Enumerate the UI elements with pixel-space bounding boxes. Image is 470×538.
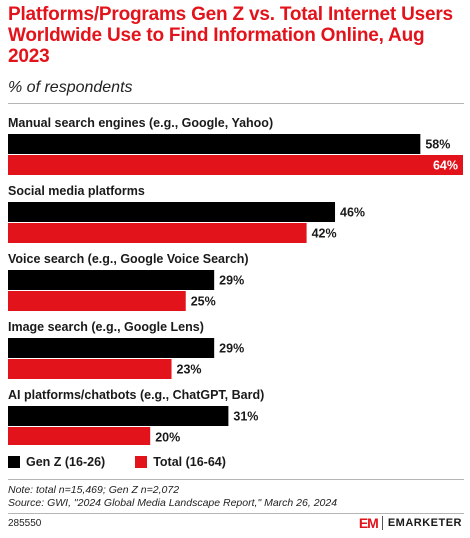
legend-item-total: Total (16-64): [135, 455, 226, 469]
category-label-cat-2: Social media platforms: [8, 184, 145, 198]
category-label-cat-1: Manual search engines (e.g., Google, Yah…: [8, 116, 273, 130]
legend-label-gen-z: Gen Z (16-26): [26, 455, 106, 469]
brand-mark-icon: EM: [358, 515, 379, 531]
footnote: Note: total n=15,469; Gen Z n=2,072 Sour…: [8, 484, 337, 510]
chart-title: Platforms/Programs Gen Z vs. Total Inter…: [8, 4, 453, 67]
value-label-gen-z-cat-2: 46%: [340, 206, 365, 220]
value-label-total-cat-1: 64%: [433, 159, 458, 173]
bar-gen-z-cat-4: [8, 338, 215, 358]
value-label-gen-z-cat-4: 29%: [219, 342, 244, 356]
value-label-gen-z-cat-5: 31%: [233, 410, 258, 424]
bar-total-cat-2: [8, 223, 307, 243]
bar-gen-z-cat-5: [8, 406, 229, 426]
bar-total-cat-1: [8, 155, 463, 175]
brand-logo: EM EMARKETER: [359, 515, 462, 531]
category-label-cat-5: AI platforms/chatbots (e.g., ChatGPT, Ba…: [8, 388, 264, 402]
legend-swatch-total: [135, 456, 148, 468]
legend-swatch-gen-z: [8, 456, 20, 468]
bar-total-cat-5: [8, 427, 151, 445]
value-label-total-cat-2: 42%: [312, 227, 337, 241]
note-text: Note: total n=15,469; Gen Z n=2,072: [8, 484, 180, 496]
bottom-divider: [8, 479, 464, 480]
legend-item-gen-z: Gen Z (16-26): [8, 455, 105, 469]
brand-name: EMARKETER: [387, 517, 462, 529]
bar-total-cat-3: [8, 291, 186, 311]
value-label-gen-z-cat-3: 29%: [219, 274, 244, 288]
chart-subtitle: % of respondents: [8, 79, 133, 96]
value-label-gen-z-cat-1: 58%: [425, 138, 450, 152]
category-label-cat-3: Voice search (e.g., Google Voice Search): [8, 252, 249, 266]
bar-chart: Manual search engines (e.g., Google, Yah…: [8, 116, 463, 445]
brand-separator: [381, 516, 383, 530]
value-label-total-cat-3: 25%: [191, 295, 216, 309]
source-text: Source: GWI, "2024 Global Media Landscap…: [8, 497, 338, 509]
bar-gen-z-cat-3: [8, 270, 215, 290]
bar-gen-z-cat-2: [8, 202, 336, 222]
bar-gen-z-cat-1: [8, 134, 421, 154]
value-label-total-cat-5: 20%: [155, 431, 180, 445]
footer-divider: [8, 513, 464, 514]
chart-id: 285550: [8, 518, 42, 529]
legend: Gen Z (16-26) Total (16-64): [8, 455, 256, 469]
category-label-cat-4: Image search (e.g., Google Lens): [8, 320, 204, 334]
legend-label-total: Total (16-64): [153, 455, 226, 469]
value-label-total-cat-4: 23%: [177, 363, 202, 377]
top-divider: [8, 103, 464, 104]
bar-total-cat-4: [8, 359, 172, 379]
